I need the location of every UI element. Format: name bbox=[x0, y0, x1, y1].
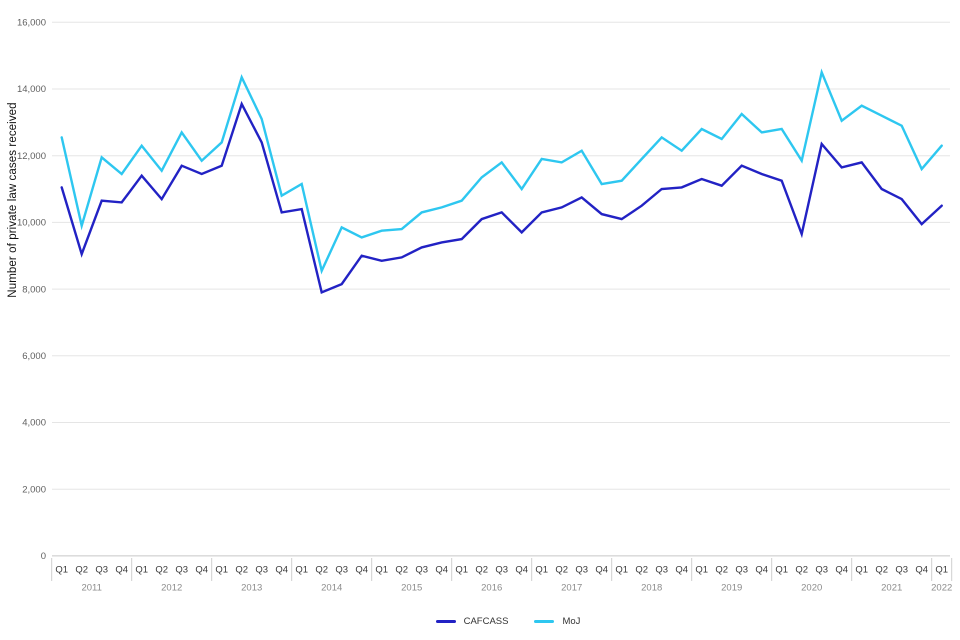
series-line-cafcass bbox=[60, 100, 943, 295]
x-quarter-label: Q4 bbox=[755, 565, 768, 576]
x-quarter-label: Q1 bbox=[935, 565, 948, 576]
y-tick-label: 0 bbox=[41, 551, 46, 562]
x-quarter-label: Q1 bbox=[55, 565, 68, 576]
x-quarter-label: Q4 bbox=[595, 565, 608, 576]
x-quarter-label: Q3 bbox=[95, 565, 108, 576]
x-year-label: 2013 bbox=[241, 583, 262, 594]
legend-item-moj: MoJ bbox=[534, 616, 580, 627]
x-quarter-label: Q2 bbox=[795, 565, 808, 576]
x-quarter-label: Q3 bbox=[815, 565, 828, 576]
x-year-label: 2020 bbox=[801, 583, 822, 594]
x-quarter-label: Q1 bbox=[135, 565, 148, 576]
x-quarter-label: Q4 bbox=[915, 565, 928, 576]
x-quarter-label: Q1 bbox=[855, 565, 868, 576]
x-quarter-label: Q1 bbox=[695, 565, 708, 576]
x-quarter-label: Q2 bbox=[75, 565, 88, 576]
x-quarter-label: Q2 bbox=[235, 565, 248, 576]
x-year-label: 2014 bbox=[321, 583, 342, 594]
x-year-label: 2017 bbox=[561, 583, 582, 594]
x-quarter-label: Q3 bbox=[895, 565, 908, 576]
x-quarter-label: Q3 bbox=[335, 565, 348, 576]
x-quarter-label: Q1 bbox=[455, 565, 468, 576]
x-quarter-label: Q2 bbox=[315, 565, 328, 576]
x-year-label: 2016 bbox=[481, 583, 502, 594]
x-quarter-label: Q1 bbox=[215, 565, 228, 576]
x-quarter-label: Q4 bbox=[195, 565, 208, 576]
x-quarter-label: Q2 bbox=[715, 565, 728, 576]
x-quarter-label: Q4 bbox=[835, 565, 848, 576]
series-line-moj bbox=[60, 68, 943, 275]
y-tick-label: 12,000 bbox=[17, 151, 46, 162]
x-quarter-label: Q3 bbox=[655, 565, 668, 576]
x-quarter-label: Q2 bbox=[635, 565, 648, 576]
x-quarter-label: Q1 bbox=[775, 565, 788, 576]
y-tick-label: 4,000 bbox=[22, 418, 46, 429]
x-quarter-label: Q2 bbox=[395, 565, 408, 576]
x-year-label: 2015 bbox=[401, 583, 422, 594]
x-quarter-label: Q1 bbox=[535, 565, 548, 576]
x-quarter-label: Q2 bbox=[475, 565, 488, 576]
x-quarter-label: Q1 bbox=[375, 565, 388, 576]
x-quarter-label: Q4 bbox=[115, 565, 128, 576]
x-quarter-label: Q2 bbox=[555, 565, 568, 576]
x-quarter-label: Q2 bbox=[155, 565, 168, 576]
x-quarter-label: Q4 bbox=[355, 565, 368, 576]
x-quarter-label: Q3 bbox=[175, 565, 188, 576]
x-quarter-label: Q3 bbox=[415, 565, 428, 576]
x-year-label: 2018 bbox=[641, 583, 662, 594]
x-year-label: 2022 bbox=[931, 583, 952, 594]
x-quarter-label: Q3 bbox=[575, 565, 588, 576]
x-year-label: 2012 bbox=[161, 583, 182, 594]
x-quarter-label: Q4 bbox=[675, 565, 688, 576]
y-tick-label: 6,000 bbox=[22, 351, 46, 362]
y-tick-label: 16,000 bbox=[17, 18, 46, 29]
x-quarter-label: Q4 bbox=[435, 565, 448, 576]
y-tick-label: 2,000 bbox=[22, 484, 46, 495]
y-tick-label: 10,000 bbox=[17, 218, 46, 229]
x-quarter-label: Q4 bbox=[275, 565, 288, 576]
x-quarter-label: Q4 bbox=[515, 565, 528, 576]
x-year-label: 2019 bbox=[721, 583, 742, 594]
x-quarter-label: Q1 bbox=[615, 565, 628, 576]
x-quarter-label: Q3 bbox=[255, 565, 268, 576]
cafcass-line-swatch-icon bbox=[435, 620, 456, 623]
x-quarter-label: Q1 bbox=[295, 565, 308, 576]
x-quarter-label: Q3 bbox=[495, 565, 508, 576]
moj-line-swatch-icon bbox=[534, 620, 555, 623]
y-tick-label: 8,000 bbox=[22, 284, 46, 295]
legend-item-cafcass: CAFCASS bbox=[435, 616, 509, 627]
x-year-label: 2011 bbox=[81, 583, 101, 594]
y-tick-label: 14,000 bbox=[17, 84, 46, 95]
legend-label-cafcass: CAFCASS bbox=[463, 616, 509, 627]
x-year-label: 2021 bbox=[881, 583, 902, 594]
x-quarter-label: Q3 bbox=[735, 565, 748, 576]
x-quarter-label: Q2 bbox=[875, 565, 888, 576]
legend-label-moj: MoJ bbox=[562, 616, 581, 627]
chart-legend: CAFCASS MoJ bbox=[0, 616, 960, 627]
